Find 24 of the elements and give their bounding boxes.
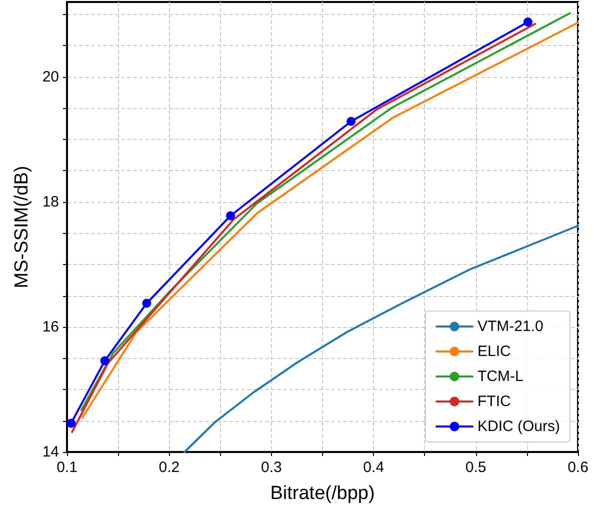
point — [142, 298, 152, 308]
point — [346, 116, 356, 126]
y-tick-label: 16 — [42, 318, 59, 336]
line-series — [184, 224, 579, 453]
point — [100, 356, 110, 366]
x-tick-label: 0.6 — [568, 459, 588, 476]
x-tick-label: 0.1 — [56, 459, 78, 476]
y-tick-label: 14 — [42, 444, 59, 460]
x-tick-label: 0.5 — [465, 459, 486, 476]
legend-label: ELIC — [478, 343, 512, 360]
x-axis-title: Bitrate(/bpp) — [270, 483, 375, 504]
x-tick-label: 0.2 — [158, 459, 180, 476]
legend-label: VTM-21.0 — [478, 318, 544, 335]
x-tick-label: 0.3 — [260, 459, 282, 476]
x-tick-label: 0.4 — [363, 459, 384, 476]
legend-label: KDIC (Ours) — [478, 418, 560, 435]
y-axis-title: MS-SSIM(/dB) — [11, 166, 32, 288]
legend-label: TCM-L — [478, 368, 524, 385]
y-tick-label: 18 — [42, 194, 59, 210]
point — [226, 211, 236, 220]
legend-label: FTIC — [478, 393, 511, 410]
point — [523, 18, 532, 26]
point — [66, 418, 76, 428]
y-tick-label: 20 — [42, 68, 59, 86]
